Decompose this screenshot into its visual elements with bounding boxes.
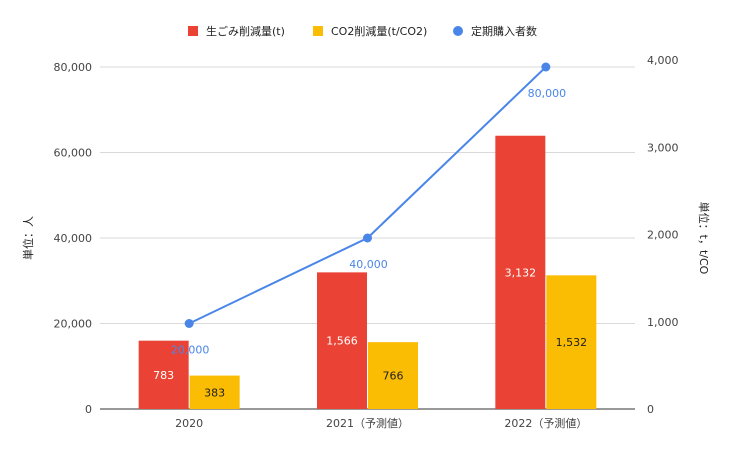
left-axis-ticks: 0 20,000 40,000 60,000 80,000 bbox=[54, 61, 93, 416]
line-data-label: 20,000 bbox=[171, 344, 210, 357]
bar-data-label: 766 bbox=[383, 370, 404, 383]
legend-label: 生ごみ削減量(t) bbox=[206, 24, 285, 38]
right-tick-label: 3,000 bbox=[647, 141, 679, 154]
line-point bbox=[363, 233, 372, 243]
bar bbox=[495, 135, 546, 409]
bar bbox=[189, 375, 240, 409]
bar-data-label: 1,566 bbox=[326, 335, 358, 348]
bar-data-label: 1,532 bbox=[556, 336, 588, 349]
left-tick-label: 20,000 bbox=[54, 318, 93, 331]
bar bbox=[317, 272, 367, 409]
line-data-label: 80,000 bbox=[528, 87, 567, 100]
right-tick-label: 2,000 bbox=[647, 229, 679, 242]
bar bbox=[368, 342, 418, 409]
legend-swatch bbox=[188, 26, 198, 36]
line-point bbox=[541, 62, 551, 72]
line-data-label: 40,000 bbox=[349, 258, 388, 271]
legend-label: CO2削減量(t/CO2) bbox=[331, 24, 427, 38]
line-series bbox=[184, 62, 551, 328]
x-tick-label: 2020 bbox=[175, 417, 203, 430]
legend-label: 定期購入者数 bbox=[471, 24, 537, 38]
x-tick-label: 2022（予測値） bbox=[504, 416, 587, 430]
legend-swatch bbox=[453, 26, 463, 36]
left-tick-label: 40,000 bbox=[54, 232, 93, 245]
bar-data-label: 783 bbox=[153, 369, 174, 382]
right-axis-title: 単位：t，t/CO bbox=[697, 202, 711, 275]
line-point bbox=[184, 319, 194, 328]
series-line bbox=[188, 66, 547, 325]
right-tick-label: 4,000 bbox=[647, 54, 679, 67]
bar-data-label: 3,132 bbox=[505, 266, 537, 279]
bar bbox=[138, 340, 189, 409]
left-tick-label: 80,000 bbox=[54, 61, 93, 74]
bars bbox=[138, 135, 597, 409]
legend: 生ごみ削減量(t) CO2削減量(t/CO2) 定期購入者数 bbox=[188, 24, 537, 38]
bar-data-label: 383 bbox=[204, 386, 225, 399]
left-tick-label: 60,000 bbox=[54, 147, 93, 160]
right-tick-label: 1,000 bbox=[647, 316, 679, 329]
right-axis-ticks: 0 1,000 2,000 3,000 4,000 bbox=[647, 54, 679, 416]
legend-swatch bbox=[313, 26, 323, 36]
left-tick-label: 0 bbox=[85, 403, 92, 416]
x-axis-ticks: 2020 2021（予測値） 2022（予測値） bbox=[175, 416, 587, 430]
right-tick-label: 0 bbox=[647, 403, 654, 416]
x-tick-label: 2021（予測値） bbox=[326, 416, 409, 430]
left-axis-title: 単位：人 bbox=[21, 216, 35, 260]
bar bbox=[546, 275, 597, 409]
data-labels: 783 1,566 3,132 383 766 1,532 20,000 40,000 80,0… bbox=[153, 87, 587, 399]
